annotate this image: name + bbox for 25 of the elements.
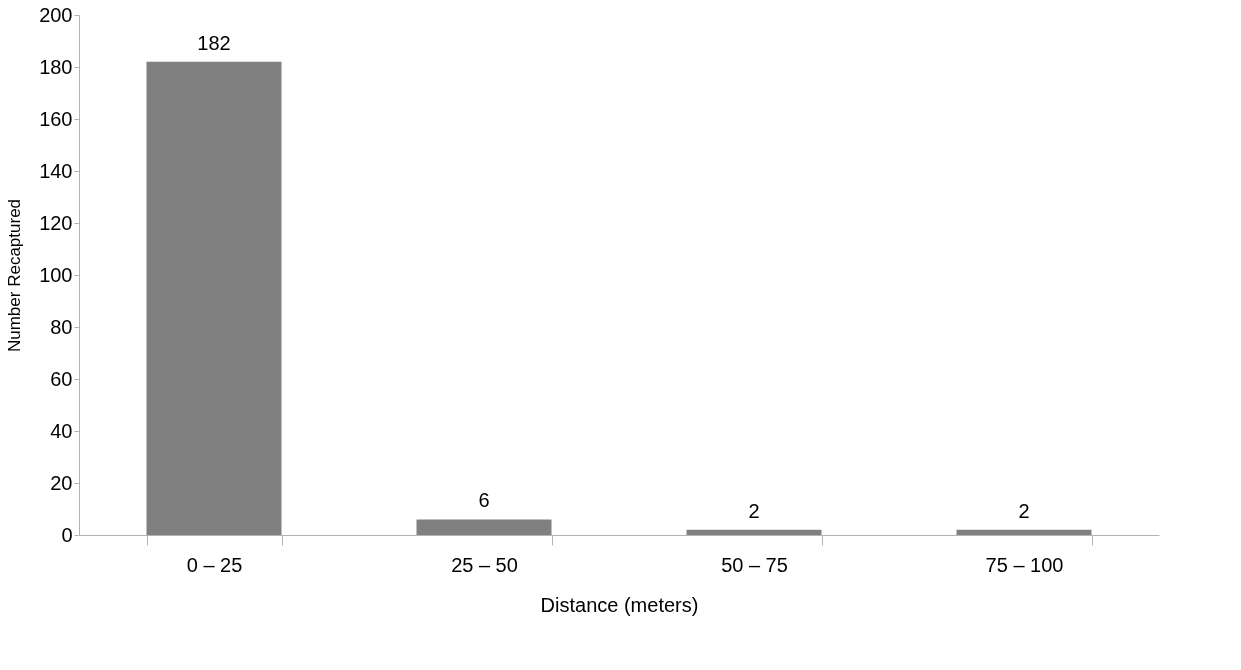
x-tick-label: 75 – 100: [985, 553, 1064, 576]
y-tick-label: 40: [50, 419, 73, 442]
y-tick-label: 100: [39, 263, 73, 286]
x-tick-label: 50 – 75: [721, 553, 788, 576]
data-label: 2: [1018, 499, 1030, 522]
y-tick-label: 140: [39, 159, 73, 182]
y-tick-label: 180: [39, 55, 73, 78]
x-tick-label: 0 – 25: [186, 553, 243, 576]
x-axis-title: Distance (meters): [540, 593, 699, 616]
data-label: 2: [748, 499, 760, 522]
y-tick-label: 120: [39, 211, 73, 234]
y-tick-label: 60: [50, 367, 73, 390]
bar: [416, 519, 552, 535]
bar: [956, 529, 1092, 535]
y-axis-title: Number Recaptured: [5, 198, 25, 353]
x-tick-label: 25 – 50: [451, 553, 518, 576]
bar: [146, 61, 282, 535]
bar: [686, 529, 822, 535]
y-tick-label: 20: [50, 471, 73, 494]
y-tick-label: 200: [39, 3, 73, 26]
y-tick-label: 0: [61, 523, 73, 546]
y-tick-label: 160: [39, 107, 73, 130]
y-tick-label: 80: [50, 315, 73, 338]
data-label: 182: [197, 31, 231, 54]
data-label: 6: [478, 489, 490, 512]
